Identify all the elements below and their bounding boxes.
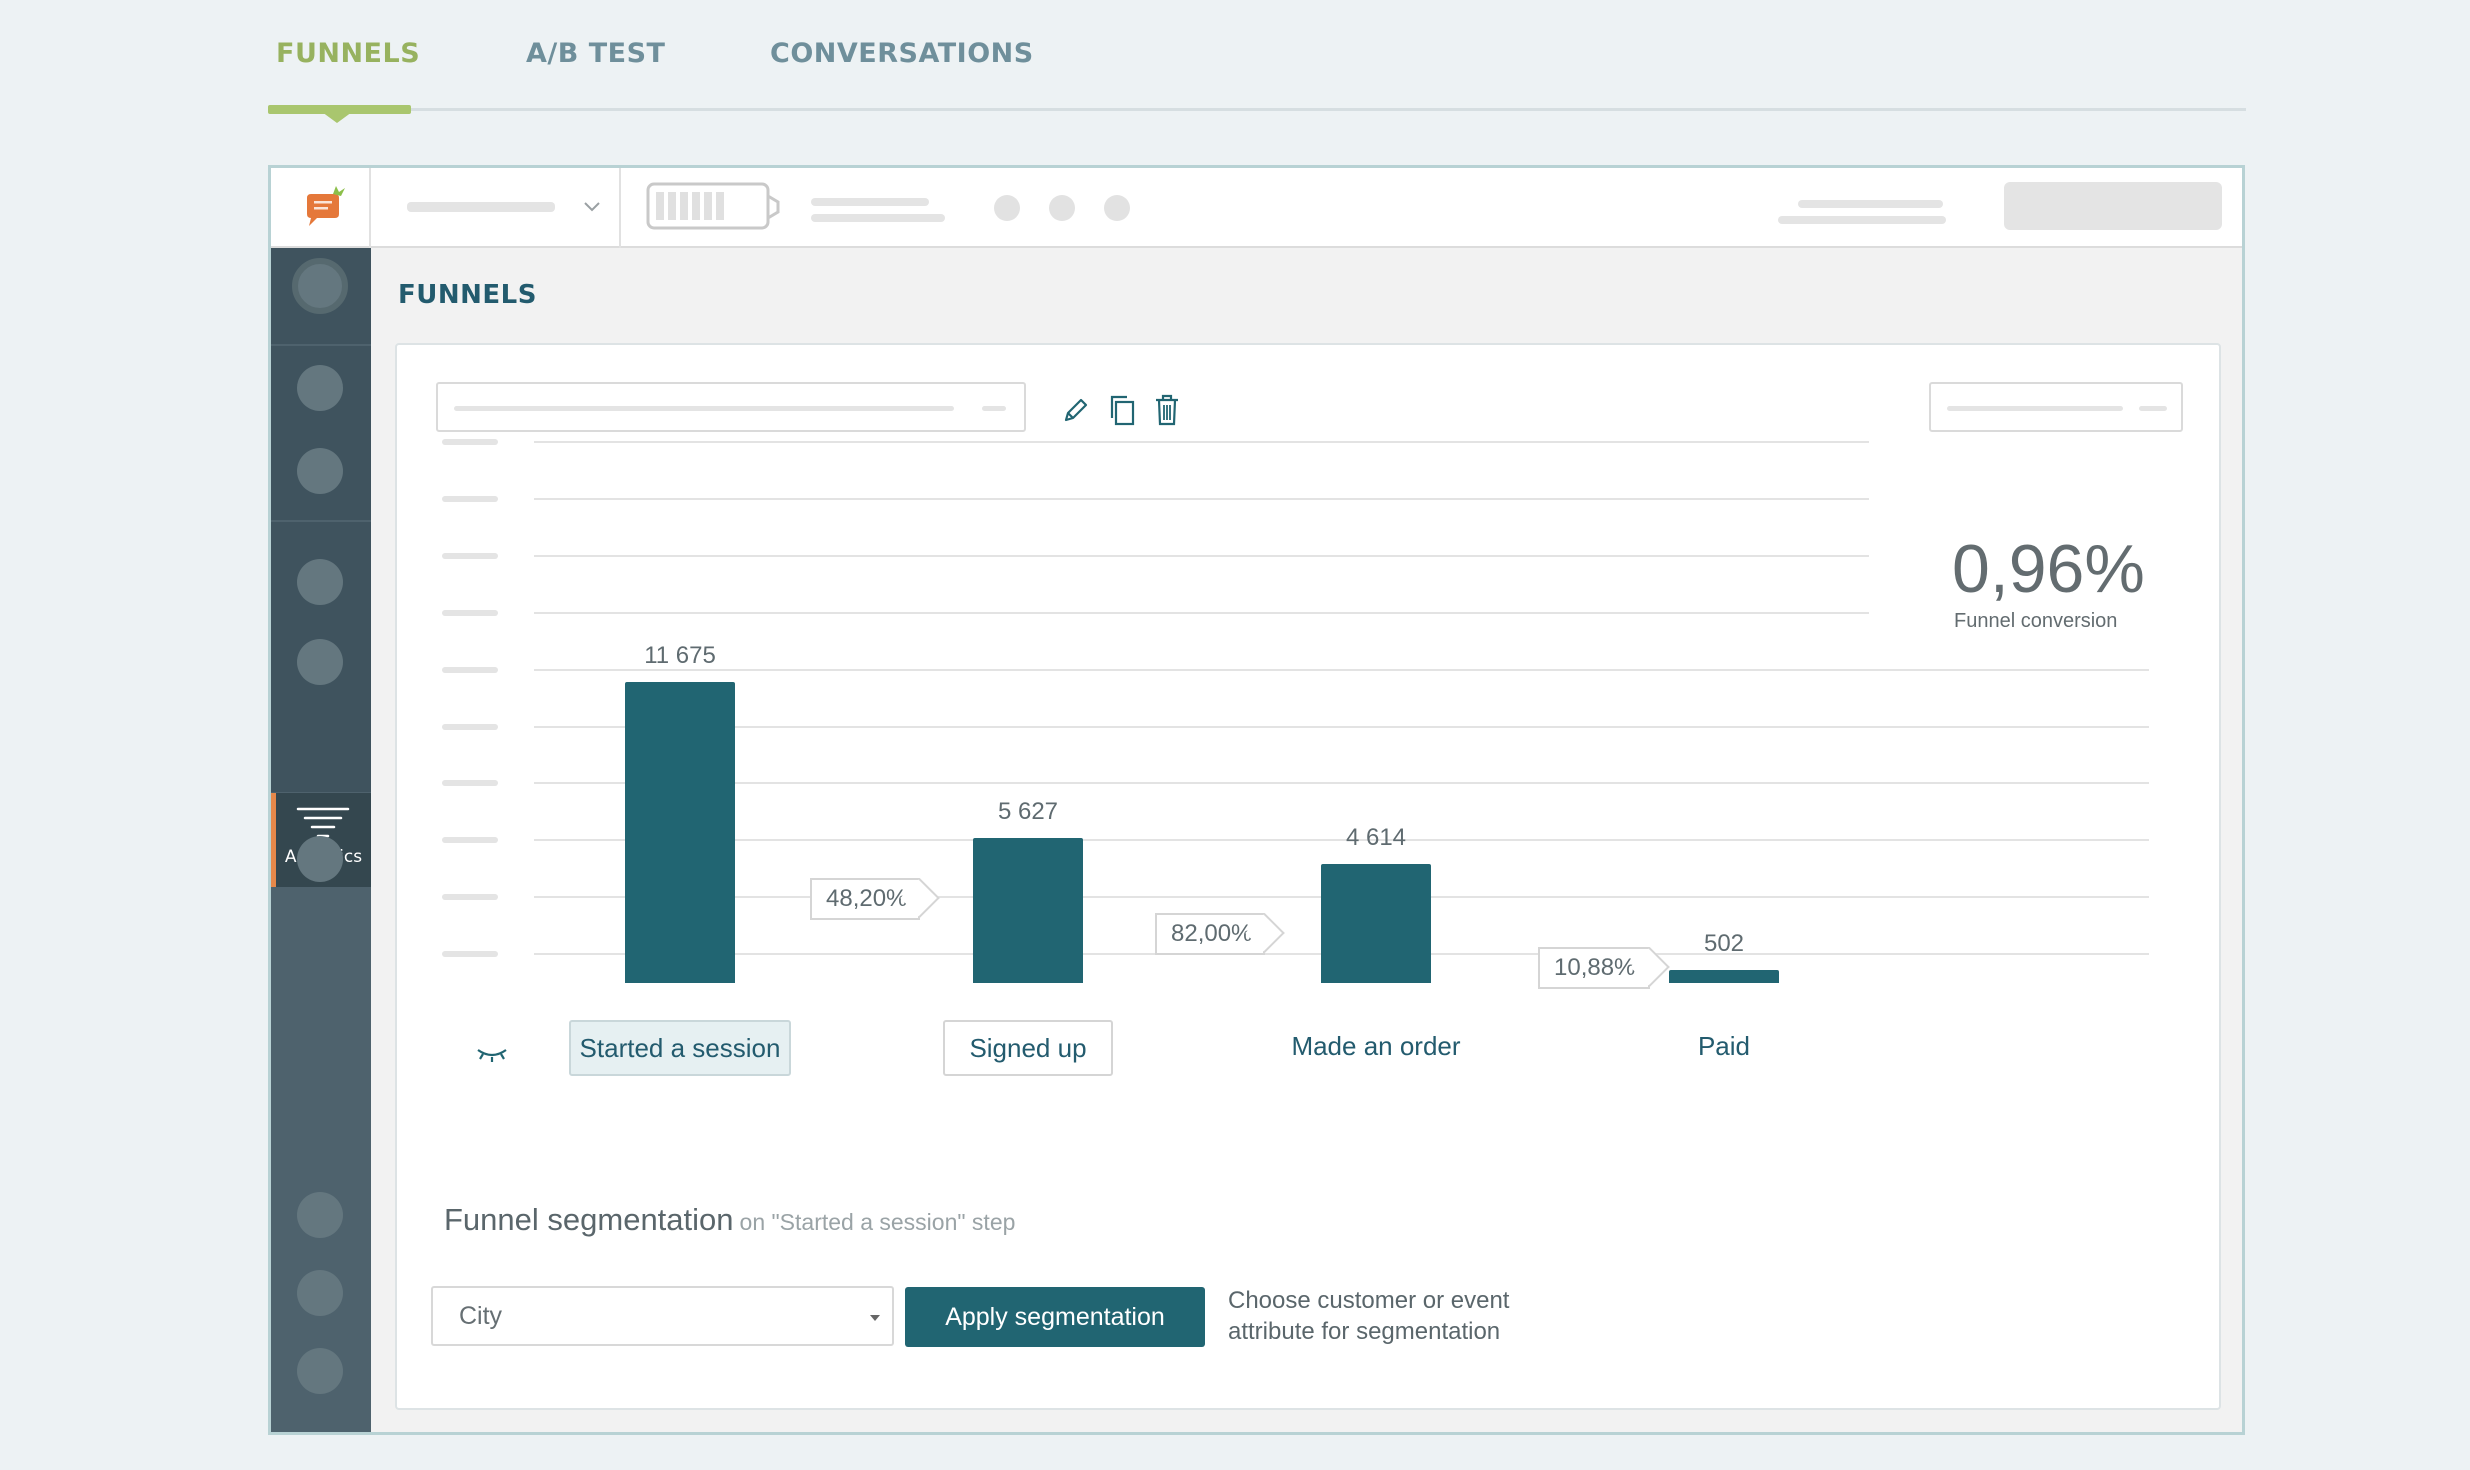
y-tick-label-placeholder <box>442 609 498 616</box>
status-dot <box>1104 195 1130 221</box>
funnel-step-label[interactable]: Paid <box>1697 1031 1751 1061</box>
step-conversion-badge: 82,00% <box>1155 913 1265 955</box>
project-selector[interactable] <box>371 168 621 248</box>
y-tick-label-placeholder <box>442 951 498 958</box>
funnel-step-label[interactable]: Started a session <box>569 1020 791 1076</box>
sidebar-item[interactable] <box>297 559 343 605</box>
sidebar-item[interactable] <box>297 639 343 685</box>
input-placeholder <box>982 406 1006 411</box>
battery-icon <box>646 182 780 230</box>
funnel-chart: 11 675 Started a session 48,20% 5 627 Signed… <box>397 345 2219 1105</box>
chart-gridline <box>534 554 1869 557</box>
sidebar-item[interactable] <box>297 1348 343 1394</box>
logo-cell <box>271 168 371 248</box>
sidebar: Analytics <box>271 248 371 1432</box>
funnel-conversion-label: Funnel conversion <box>1954 610 2118 632</box>
funnel-conversion-value: 0,96% <box>1952 531 2145 607</box>
page-title: FUNNELS <box>398 280 537 310</box>
carrot-logo-icon <box>307 186 345 226</box>
user-placeholder-line-2 <box>1778 216 1946 224</box>
y-tick-label-placeholder <box>442 495 498 502</box>
input-placeholder <box>1947 406 2123 411</box>
date-range-select[interactable] <box>1929 382 2183 432</box>
segmentation-title: Funnel segmentation on "Started a session… <box>444 1202 1015 1238</box>
status-dot <box>994 195 1020 221</box>
chart-gridline <box>534 782 2149 785</box>
tab-conversations[interactable]: CONVERSATIONS <box>770 38 1034 69</box>
active-tab-indicator <box>268 105 411 114</box>
project-name-placeholder <box>407 202 555 212</box>
input-placeholder <box>2139 406 2167 411</box>
segmentation-hint: Choose customer or event attribute for s… <box>1228 1287 1510 1345</box>
tab-ab-test[interactable]: A/B TEST <box>526 38 666 69</box>
sidebar-item[interactable] <box>297 1192 343 1238</box>
y-tick-label-placeholder <box>442 780 498 787</box>
bar-value-label: 11 675 <box>644 641 716 669</box>
tabs-divider <box>268 108 2246 111</box>
sidebar-item[interactable] <box>297 448 343 494</box>
copy-icon[interactable] <box>1107 393 1137 427</box>
chart-gridline <box>534 497 1869 500</box>
funnel-card: 11 675 Started a session 48,20% 5 627 Signed… <box>395 343 2221 1410</box>
y-tick-label-placeholder <box>442 894 498 901</box>
y-tick-label-placeholder <box>442 666 498 673</box>
chevron-down-icon <box>584 202 600 212</box>
bar-value-label: 4 614 <box>1345 823 1407 851</box>
y-tick-label-placeholder <box>442 552 498 559</box>
sidebar-item[interactable] <box>297 365 343 411</box>
apply-segmentation-button[interactable]: Apply segmentation <box>905 1287 1205 1347</box>
y-tick-label-placeholder <box>442 439 498 445</box>
select-value: City <box>459 1302 503 1330</box>
active-tab-notch <box>322 112 352 123</box>
user-placeholder-line-1 <box>1798 200 1943 208</box>
segmentation-title-text: Funnel segmentation <box>444 1202 734 1237</box>
app-topbar <box>271 168 2242 248</box>
sidebar-item[interactable] <box>297 1270 343 1316</box>
chart-gridline <box>534 839 2149 842</box>
funnel-name-input[interactable] <box>436 382 1026 432</box>
segmentation-subtitle: on "Started a session" step <box>739 1209 1016 1235</box>
y-tick-label-placeholder <box>442 723 498 730</box>
topbar-action-button[interactable] <box>2004 182 2222 230</box>
sidebar-item[interactable] <box>297 836 343 882</box>
tab-funnels[interactable]: FUNNELS <box>276 38 421 69</box>
trash-icon[interactable] <box>1153 393 1181 427</box>
hide-eye-icon[interactable] <box>475 1045 509 1065</box>
funnel-step-label[interactable]: Signed up <box>943 1020 1113 1076</box>
pencil-icon[interactable] <box>1062 396 1090 424</box>
funnel-bar[interactable] <box>625 681 735 983</box>
funnel-bar[interactable] <box>973 837 1083 983</box>
bar-value-label: 5 627 <box>997 797 1059 825</box>
chart-gridline <box>534 611 1869 614</box>
caret-down-icon <box>870 1315 880 1321</box>
status-dot <box>1049 195 1075 221</box>
funnel-bar[interactable] <box>1321 863 1431 983</box>
segmentation-attribute-select[interactable]: City <box>431 1286 894 1346</box>
status-placeholder-line-2 <box>811 214 945 222</box>
chart-gridline <box>534 668 2149 671</box>
status-placeholder-line-1 <box>811 198 929 206</box>
funnel-bar[interactable] <box>1669 970 1779 983</box>
step-conversion-badge: 48,20% <box>810 878 920 920</box>
sidebar-item-home[interactable] <box>292 258 348 314</box>
input-placeholder <box>454 406 954 411</box>
bar-value-label: 502 <box>1703 930 1745 958</box>
chart-gridline <box>534 441 1869 443</box>
step-conversion-badge: 10,88% <box>1538 947 1650 989</box>
funnel-step-label[interactable]: Made an order <box>1291 1031 1461 1061</box>
chart-gridline <box>534 725 2149 728</box>
y-tick-label-placeholder <box>442 837 498 844</box>
